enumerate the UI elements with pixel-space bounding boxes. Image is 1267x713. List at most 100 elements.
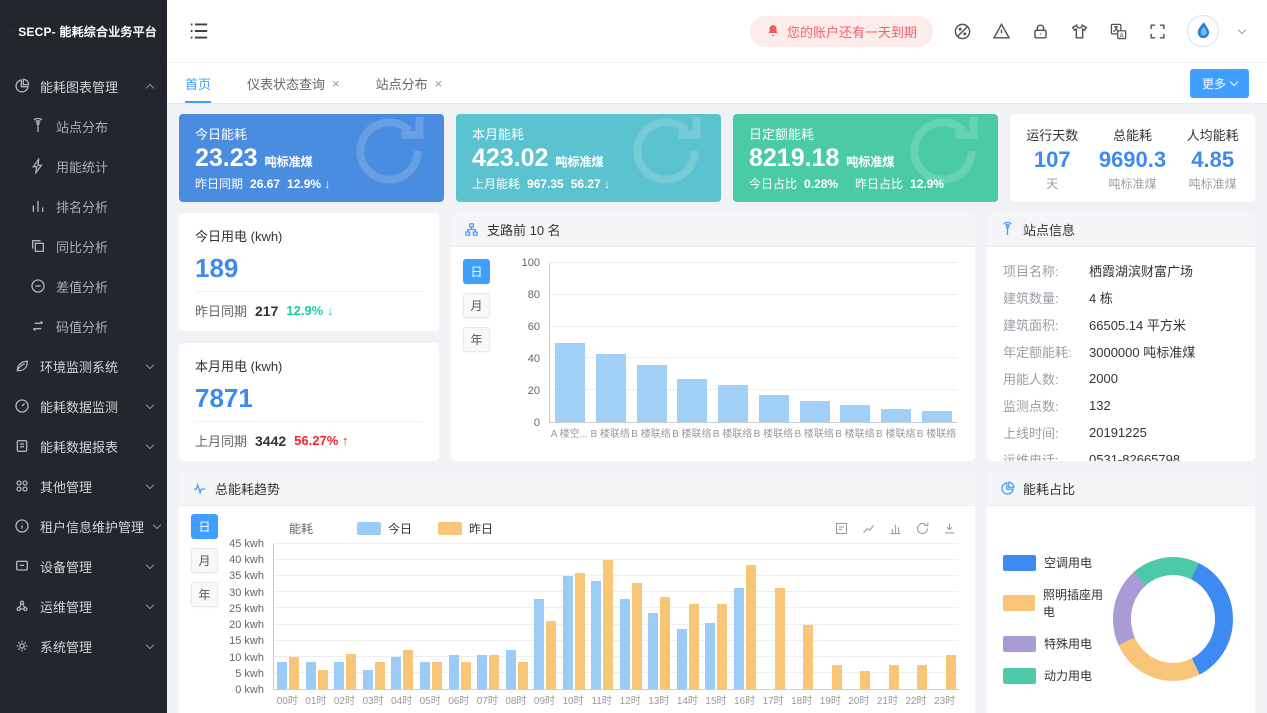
- sidebar-item-env-monitoring[interactable]: 环境监测系统: [0, 346, 167, 386]
- gear-icon: [16, 640, 28, 652]
- svg-text:A: A: [1119, 32, 1124, 39]
- sidebar-item-energy-reports[interactable]: 能耗数据报表: [0, 426, 167, 466]
- bar-chart-icon[interactable]: [888, 521, 903, 536]
- warning-icon[interactable]: [992, 22, 1011, 41]
- legend-item-lighting[interactable]: 照明插座用电: [1003, 586, 1113, 620]
- x-tick-label: 20时: [848, 695, 870, 707]
- summary-total-energy: 总能耗 9690.3 吨标准煤: [1099, 125, 1166, 192]
- sidebar-item-device-management[interactable]: 设备管理: [0, 546, 167, 586]
- gridline: [274, 559, 959, 561]
- toggle-year[interactable]: 年: [463, 327, 490, 352]
- site-info-label: 建筑数量:: [1003, 291, 1059, 306]
- chevron-down-icon: [145, 400, 155, 409]
- skin-tshirt-icon[interactable]: [1070, 22, 1089, 41]
- bar-group: [360, 544, 389, 689]
- sidebar-item-energy-data-monitoring[interactable]: 能耗数据监测: [0, 386, 167, 426]
- sidebar-item-ops-management[interactable]: 运维管理: [0, 586, 167, 626]
- bar: [374, 661, 385, 689]
- download-icon[interactable]: [942, 521, 957, 536]
- toggle-year[interactable]: 年: [191, 582, 218, 607]
- bar: [945, 655, 956, 689]
- kpi-sub-value: 967.35: [527, 176, 564, 191]
- bar: [676, 629, 687, 689]
- kpi-sub-label: 今日占比: [749, 177, 798, 191]
- sidebar-submenu: 站点分布 用能统计 排名分析 同比分析 差值分析 码值分析: [0, 106, 167, 346]
- sidebar-item-label: 能耗数据监测: [40, 399, 119, 415]
- legend-item-special[interactable]: 特殊用电: [1003, 635, 1113, 652]
- tab-home[interactable]: 首页: [185, 63, 212, 103]
- gridline: [550, 389, 957, 391]
- bar-group: [502, 544, 531, 689]
- legend-item-power[interactable]: 动力用电: [1003, 667, 1113, 684]
- tab-close-icon[interactable]: ×: [434, 75, 443, 91]
- chevron-down-icon: [145, 440, 155, 449]
- gridline: [274, 591, 959, 593]
- legend-item-today[interactable]: 今日: [357, 520, 412, 537]
- sidebar-item-label: 租户信息维护管理: [40, 519, 145, 535]
- chevron-down-icon: [152, 520, 162, 529]
- chevron-down-icon: [1229, 77, 1239, 86]
- tab-close-icon[interactable]: ×: [332, 75, 340, 91]
- grid-icon: [16, 480, 28, 492]
- account-expiry-notice[interactable]: 您的账户还有一天到期: [749, 15, 933, 47]
- bar: [505, 650, 516, 689]
- toggle-day[interactable]: 日: [191, 514, 218, 539]
- y-tick-label: 20 kwh: [229, 619, 264, 632]
- x-tick-label: 04时: [391, 695, 413, 707]
- sidebar-item-energy-stats[interactable]: 用能统计: [0, 146, 167, 186]
- tab-label: 仪表状态查询: [247, 76, 326, 92]
- bar: [636, 364, 667, 422]
- tab-site-distribution[interactable]: 站点分布 ×: [376, 63, 443, 103]
- tab-meter-status[interactable]: 仪表状态查询 ×: [247, 63, 340, 103]
- toggle-day[interactable]: 日: [463, 259, 490, 284]
- y-tick-label: 0: [533, 417, 540, 429]
- bar: [840, 404, 871, 422]
- tab-label: 站点分布: [375, 76, 428, 92]
- sidebar-item-ranking-analysis[interactable]: 排名分析: [0, 186, 167, 226]
- line-chart-icon[interactable]: [861, 521, 876, 536]
- site-info-row: 运维电话: 0531-82665798: [1003, 446, 1239, 461]
- y-tick-label: 35 kwh: [229, 570, 264, 583]
- chevron-up-icon: [145, 83, 155, 92]
- toggle-month[interactable]: 月: [191, 548, 218, 573]
- legend-item-yesterday[interactable]: 昨日: [438, 520, 493, 537]
- x-tick-label: 16时: [733, 695, 756, 707]
- bar: [562, 576, 573, 689]
- sidebar-item-tenant-info[interactable]: 租户信息维护管理: [0, 506, 167, 546]
- sidebar-item-site-distribution[interactable]: 站点分布: [0, 106, 167, 146]
- x-tick-label: 17时: [762, 695, 784, 707]
- toggle-month[interactable]: 月: [463, 293, 490, 318]
- site-info-value: 0531-82665798: [1089, 452, 1181, 461]
- usage-column: 今日用电 (kwh) 189 昨日同期 217 12.9% ↓ 本月用电 (kw…: [179, 213, 439, 461]
- theme-palette-icon[interactable]: [953, 22, 972, 41]
- refresh-icon[interactable]: [915, 521, 930, 536]
- kpi-sub-pct: 12.9% ↓: [287, 176, 331, 191]
- legend-item-hvac[interactable]: 空调用电: [1003, 554, 1113, 571]
- bar: [596, 353, 627, 422]
- x-tick-label: 11时: [591, 695, 612, 707]
- sidebar-item-code-analysis[interactable]: 码值分析: [0, 306, 167, 346]
- summary-label: 运行天数: [1026, 127, 1079, 143]
- fullscreen-icon[interactable]: [1148, 22, 1167, 41]
- sidebar-item-system-management[interactable]: 系统管理: [0, 626, 167, 666]
- lock-icon[interactable]: [1031, 22, 1050, 41]
- chevron-down-icon[interactable]: [1237, 25, 1247, 34]
- site-info-label: 建筑面积:: [1003, 318, 1059, 333]
- sidebar-item-energy-charts[interactable]: 能耗图表管理: [0, 66, 167, 106]
- bar-series: [274, 544, 959, 689]
- collapse-menu-icon[interactable]: [189, 22, 209, 40]
- month-electricity-card: 本月用电 (kwh) 7871 上月同期 3442 56.27% ↑: [179, 343, 439, 461]
- sidebar-item-other-management[interactable]: 其他管理: [0, 466, 167, 506]
- sidebar-item-yoy-analysis[interactable]: 同比分析: [0, 226, 167, 266]
- site-info-row: 年定额能耗: 3000000 吨标准煤: [1003, 338, 1239, 365]
- sidebar-item-diff-analysis[interactable]: 差值分析: [0, 266, 167, 306]
- avatar[interactable]: [1187, 15, 1219, 47]
- sidebar-item-label: 用能统计: [56, 159, 109, 175]
- rank-plot: [549, 262, 957, 423]
- translate-icon[interactable]: A: [1109, 22, 1128, 41]
- bar: [717, 603, 728, 689]
- kpi-sub-pct: 56.27 ↓: [570, 176, 611, 191]
- more-tabs-button[interactable]: 更多: [1189, 68, 1249, 98]
- bar: [277, 661, 288, 689]
- data-view-icon[interactable]: [834, 521, 849, 536]
